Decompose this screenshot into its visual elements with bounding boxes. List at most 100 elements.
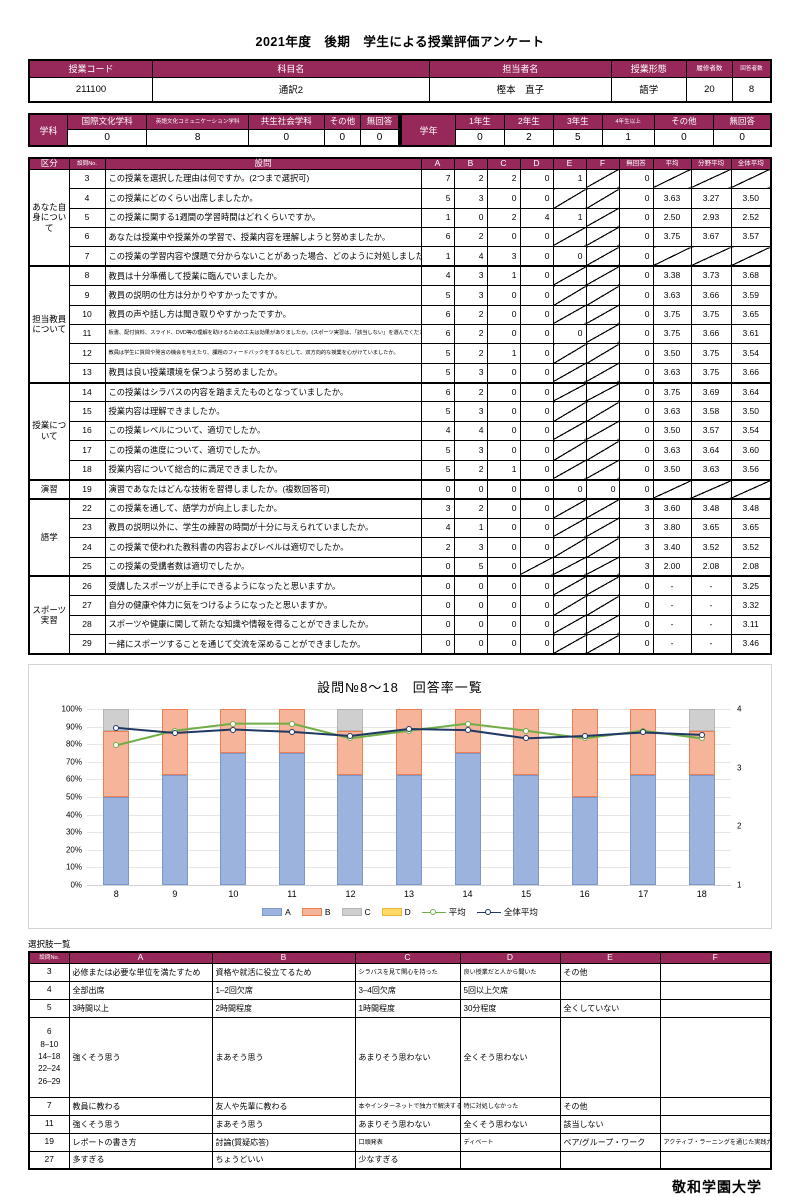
choice-d: 良い授業だと人から聞いた [459, 962, 561, 982]
grade-table: 学年 1年生 2年生 3年生 4年生以上 その他 無回答 0 2 5 1 0 0 [400, 113, 772, 147]
legend-item-a[interactable]: A [262, 907, 291, 917]
chart-bar-slot [672, 709, 731, 886]
chart-bar-segment-c [688, 709, 715, 732]
question-text: 板書、配付資料、スライド、DVD等の理解を助けるための工夫は効果がありましたか。… [104, 323, 422, 345]
field-average: 3.64 [690, 440, 732, 461]
count-f [585, 188, 620, 209]
count-c: 1 [486, 343, 521, 364]
legend-item-c[interactable]: C [341, 907, 371, 917]
grade-value-1: 2 [503, 128, 554, 147]
count-a: 5 [420, 440, 455, 461]
choice-c: 口頭発表 [354, 1132, 461, 1152]
course-code-header: 授業コード [28, 59, 153, 78]
th-category: 区分 [28, 157, 70, 170]
count-e [552, 497, 587, 519]
count-f [585, 497, 620, 519]
legend-item-total-average[interactable]: 全体平均 [476, 906, 538, 918]
count-c: 2 [486, 207, 521, 228]
choice-question-no: 6 8–10 14–18 22–24 26–29 [28, 1016, 70, 1098]
chart-bar [630, 709, 657, 886]
course-info-header-row: 授業コード 科目名 担当者名 授業形態 履修者数 回答者数 [28, 59, 772, 78]
field-average: 2.93 [690, 207, 732, 228]
choice-a: 3時間以上 [68, 998, 213, 1018]
choice-f: アクティブ・ラーニングを通じた実践力 [659, 1132, 772, 1152]
count-a: 0 [420, 575, 455, 597]
question-number: 19 [68, 478, 106, 500]
choice-b: 資格や就活に役立てるため [211, 962, 356, 982]
question-text: 教員の説明の仕方は分かりやすかったですか。 [104, 285, 422, 306]
count-f [585, 517, 620, 539]
legend-line-swatch [476, 908, 501, 916]
dept-header-1: 英語文化コミュニケーション学科 [146, 113, 249, 130]
count-no-answer: 0 [618, 362, 654, 384]
field-average: 3.66 [690, 323, 732, 345]
y-axis-tick: 80% [65, 739, 82, 749]
chart-gridline [87, 885, 731, 887]
choice-question-no: 5 [28, 998, 70, 1018]
choice-c: 少なすぎる [354, 1150, 461, 1170]
choices-table: 設問No. A B C D E F 3 必修または必要な単位を満たすため 資格や就活… [28, 951, 772, 1171]
field-average: 3.75 [690, 304, 732, 325]
grade-value-5: 0 [713, 128, 772, 147]
ch-question-no: 設問No. [28, 951, 70, 964]
table-row: 9 教員の説明の仕方は分かりやすかったですか。 5 3 0 0 0 3.63 3.66 3.59 [29, 285, 772, 306]
question-category: 演習 [28, 478, 70, 500]
list-item: 3 必修または必要な単位を満たすため 資格や就活に役立てるため シラバスを見て関心を持… [28, 962, 772, 982]
choice-question-no: 27 [28, 1150, 70, 1170]
count-a: 0 [420, 634, 455, 655]
legend-item-average[interactable]: 平均 [421, 906, 466, 918]
count-a: 1 [420, 246, 455, 267]
page-title: 2021年度 後期 学生による授業評価アンケート [255, 35, 545, 49]
count-a: 3 [420, 497, 455, 519]
list-item: 19 レポートの書き方 討論(質疑応答) 口頭発表 ディベート ペア/グループ・ワーク アク… [28, 1132, 772, 1152]
question-number: 16 [68, 420, 106, 442]
count-f [585, 285, 620, 306]
count-d: 4 [519, 207, 554, 228]
count-d: 0 [519, 401, 554, 422]
count-c: 3 [486, 246, 521, 267]
count-f [585, 401, 620, 422]
legend-item-b[interactable]: B [301, 907, 331, 917]
question-text: この授業で使われた教科書の内容およびレベルは適切でしたか。 [104, 537, 422, 558]
chart-bar-slot [204, 709, 263, 886]
th-f: F [585, 157, 620, 170]
count-e: 1 [552, 168, 587, 190]
question-text: あなたは授業中や授業外の学習で、授業内容を理解しようと努めましたか。 [104, 226, 422, 248]
question-text: この授業の学習内容や課題で分からないことがあった場合、どのように対処しましたか。 [104, 246, 422, 267]
average: 3.50 [652, 420, 692, 442]
list-item: 5 3時間以上 2時間程度 1時間程度 30分程度 全くしていない [28, 998, 772, 1018]
y2-axis-tick: 1 [737, 880, 742, 890]
count-no-answer: 3 [618, 537, 654, 558]
field-average: 3.58 [690, 401, 732, 422]
legend-swatch [341, 908, 362, 917]
field-average: 3.63 [690, 459, 732, 481]
chart-bar-slot [497, 709, 556, 886]
average [652, 478, 692, 500]
legend-item-d[interactable]: D [381, 907, 411, 917]
th-d: D [519, 157, 554, 170]
total-average: 3.61 [730, 323, 772, 345]
enrolled-count-value: 20 [685, 76, 734, 103]
field-average: 3.48 [690, 497, 732, 519]
field-average: 3.75 [690, 343, 732, 364]
count-a: 5 [420, 362, 455, 384]
legend-label: A [285, 907, 291, 918]
choice-e [559, 1150, 661, 1170]
count-b: 2 [453, 381, 488, 403]
chart-bars [87, 709, 731, 886]
question-number: 11 [68, 323, 106, 345]
legend-swatch [301, 908, 322, 917]
count-b: 0 [453, 575, 488, 597]
question-text: 受講したスポーツが上手にできるようになったと思いますか。 [104, 575, 422, 597]
question-category: 語学 [28, 497, 70, 577]
dept-value-3: 0 [323, 128, 362, 147]
x-axis-label: 17 [638, 889, 649, 900]
course-name-header: 科目名 [151, 59, 430, 78]
dept-header-4: 無回答 [360, 113, 400, 130]
average: - [652, 614, 692, 636]
course-type-header: 授業形態 [610, 59, 687, 78]
count-f [585, 575, 620, 597]
count-d: 0 [519, 246, 554, 267]
choice-question-no: 3 [28, 962, 70, 982]
th-question: 設問 [104, 157, 422, 170]
